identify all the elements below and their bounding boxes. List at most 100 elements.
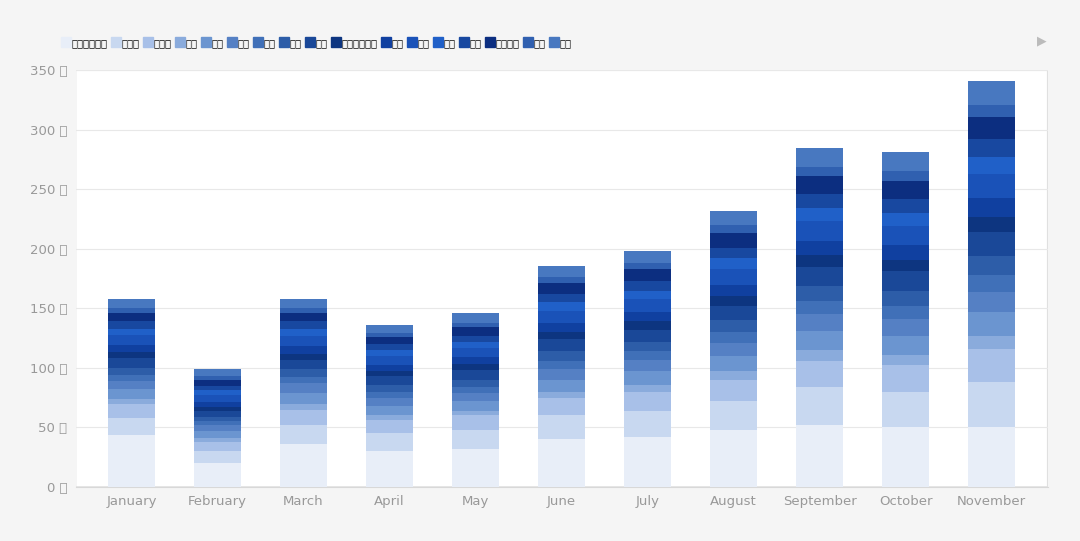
Bar — [710, 343, 757, 356]
Bar — [968, 157, 1015, 174]
Bar — [796, 255, 843, 267]
Bar — [882, 427, 929, 487]
Bar — [451, 415, 499, 430]
Bar — [538, 311, 585, 322]
Bar — [710, 296, 757, 306]
Bar — [624, 291, 672, 299]
Bar — [538, 322, 585, 332]
Bar — [280, 410, 327, 425]
Bar — [624, 281, 672, 291]
Bar — [194, 376, 241, 380]
Bar — [108, 434, 156, 487]
Bar — [280, 360, 327, 369]
Bar — [624, 392, 672, 411]
Bar — [451, 342, 499, 348]
Bar — [108, 334, 156, 345]
Bar — [366, 372, 414, 376]
Bar — [538, 380, 585, 392]
Bar — [882, 260, 929, 272]
FancyBboxPatch shape — [76, 70, 1048, 487]
Bar — [796, 208, 843, 221]
Bar — [451, 411, 499, 415]
Bar — [968, 105, 1015, 117]
Bar — [882, 392, 929, 427]
Bar — [366, 420, 414, 433]
Bar — [882, 171, 929, 181]
Bar — [796, 194, 843, 208]
Bar — [194, 431, 241, 438]
Bar — [624, 342, 672, 351]
Bar — [366, 376, 414, 385]
Bar — [882, 355, 929, 366]
Bar — [366, 366, 414, 372]
Bar — [108, 390, 156, 399]
Bar — [280, 308, 327, 313]
Bar — [280, 444, 327, 487]
Bar — [280, 354, 327, 360]
Bar — [194, 403, 241, 407]
Bar — [968, 232, 1015, 256]
Bar — [366, 350, 414, 356]
Bar — [194, 421, 241, 425]
Bar — [882, 319, 929, 336]
Bar — [366, 406, 414, 415]
Bar — [280, 384, 327, 393]
Bar — [280, 393, 327, 404]
Bar — [624, 372, 672, 385]
Bar — [194, 425, 241, 431]
Bar — [194, 463, 241, 487]
Bar — [538, 294, 585, 302]
Bar — [280, 369, 327, 378]
Bar — [451, 449, 499, 487]
Bar — [538, 339, 585, 351]
Bar — [882, 336, 929, 355]
Bar — [968, 336, 1015, 349]
Bar — [796, 148, 843, 167]
Bar — [710, 401, 757, 430]
Bar — [108, 299, 156, 308]
Bar — [538, 266, 585, 278]
Bar — [710, 269, 757, 285]
Bar — [366, 356, 414, 366]
Bar — [451, 364, 499, 370]
Bar — [624, 251, 672, 263]
Bar — [624, 385, 672, 392]
Bar — [968, 217, 1015, 232]
Bar — [796, 286, 843, 301]
Bar — [194, 407, 241, 411]
Legend: 上汽通用五菱, 比亚迪, 特斯拉, 宝马, 北汽, 东风, 广汽, 合会, 吉利, 江淦（蔻来）, 零跳, 其他, 奇瑞, 上汽, 上汽大众, 威马, 小鹏: 上汽通用五菱, 比亚迪, 特斯拉, 宝马, 北汽, 东风, 广汽, 合会, 吉利… — [62, 38, 571, 49]
Bar — [451, 348, 499, 357]
Bar — [366, 337, 414, 344]
Bar — [108, 321, 156, 328]
Bar — [710, 211, 757, 225]
Bar — [710, 248, 757, 259]
Bar — [108, 418, 156, 434]
Bar — [968, 256, 1015, 275]
Bar — [882, 366, 929, 392]
Bar — [710, 225, 757, 233]
Bar — [451, 393, 499, 401]
Bar — [366, 385, 414, 392]
Bar — [108, 313, 156, 321]
Bar — [451, 322, 499, 327]
Bar — [710, 332, 757, 343]
Bar — [194, 438, 241, 441]
Bar — [968, 427, 1015, 487]
Bar — [882, 199, 929, 213]
Bar — [108, 308, 156, 313]
Bar — [624, 411, 672, 437]
Bar — [280, 299, 327, 308]
Bar — [710, 430, 757, 487]
Bar — [108, 375, 156, 381]
Bar — [366, 333, 414, 337]
Bar — [451, 313, 499, 322]
Bar — [624, 269, 672, 281]
Bar — [882, 181, 929, 199]
Bar — [796, 361, 843, 387]
Bar — [280, 346, 327, 354]
Bar — [280, 321, 327, 328]
Bar — [451, 327, 499, 336]
Bar — [624, 321, 672, 330]
Bar — [710, 233, 757, 248]
Bar — [796, 176, 843, 194]
